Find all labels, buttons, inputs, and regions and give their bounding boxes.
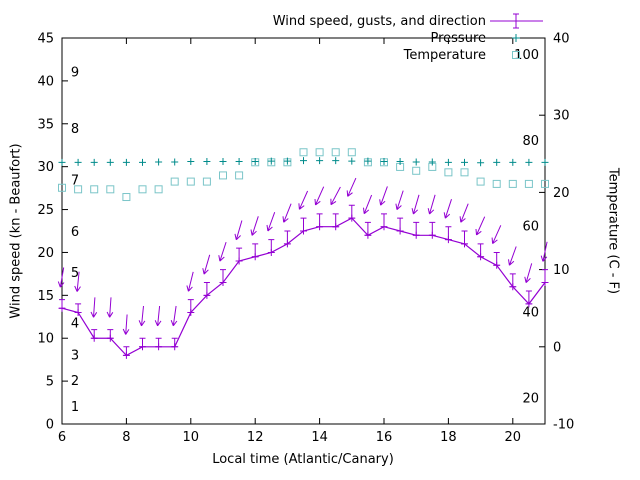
svg-text:1: 1 xyxy=(71,400,79,415)
svg-text:20: 20 xyxy=(505,430,522,445)
svg-text:7: 7 xyxy=(71,173,79,188)
svg-text:16: 16 xyxy=(376,430,393,445)
svg-text:6: 6 xyxy=(71,225,79,240)
pressure-series xyxy=(58,157,549,167)
svg-text:20: 20 xyxy=(553,186,570,201)
svg-text:15: 15 xyxy=(37,289,54,304)
svg-text:25: 25 xyxy=(37,203,54,218)
svg-text:45: 45 xyxy=(37,32,54,47)
legend-label-pressure: Pressure xyxy=(430,31,486,46)
svg-text:8: 8 xyxy=(122,430,130,445)
svg-text:5: 5 xyxy=(71,266,79,281)
svg-text:3: 3 xyxy=(71,348,79,363)
svg-text:80: 80 xyxy=(522,134,539,149)
y-left-axis-title: Wind speed (kn - Beaufort) xyxy=(8,143,24,319)
y-right-axis-title: Temperature (C - F) xyxy=(605,167,621,295)
svg-text:60: 60 xyxy=(522,220,539,235)
svg-text:20: 20 xyxy=(37,246,54,261)
svg-text:40: 40 xyxy=(37,74,54,89)
svg-text:10: 10 xyxy=(37,332,54,347)
wind-direction-arrows xyxy=(57,177,548,335)
plot-border xyxy=(61,37,546,425)
svg-text:6: 6 xyxy=(58,430,66,445)
y-right-ticks: -10 0 10 20 30 40 xyxy=(539,32,574,433)
svg-text:10: 10 xyxy=(553,263,570,278)
svg-text:35: 35 xyxy=(37,117,54,132)
svg-text:0: 0 xyxy=(553,340,561,355)
legend-label-wind: Wind speed, gusts, and direction xyxy=(272,14,486,29)
svg-text:40: 40 xyxy=(553,32,570,47)
svg-text:30: 30 xyxy=(553,109,570,124)
svg-text:100: 100 xyxy=(514,48,539,63)
legend-samples xyxy=(490,13,543,59)
svg-text:10: 10 xyxy=(183,430,200,445)
svg-text:4: 4 xyxy=(71,317,79,332)
svg-text:14: 14 xyxy=(311,430,328,445)
svg-text:0: 0 xyxy=(46,418,54,433)
fahrenheit-scale-labels: 20 40 60 80 100 xyxy=(514,48,539,406)
svg-text:12: 12 xyxy=(247,430,264,445)
svg-text:-10: -10 xyxy=(553,418,574,433)
svg-text:18: 18 xyxy=(440,430,457,445)
x-axis-ticks: 6 8 10 12 14 16 18 20 xyxy=(58,38,521,445)
temperature-series xyxy=(58,148,549,202)
svg-text:20: 20 xyxy=(522,391,539,406)
beaufort-scale-labels: 1 2 3 4 5 6 7 8 9 xyxy=(71,65,79,415)
x-axis-title: Local time (Atlantic/Canary) xyxy=(212,452,394,467)
svg-text:9: 9 xyxy=(71,65,79,80)
svg-text:30: 30 xyxy=(37,160,54,175)
svg-text:8: 8 xyxy=(71,122,79,137)
y-left-ticks: 0 5 10 15 20 25 30 35 40 45 xyxy=(37,32,68,433)
svg-text:5: 5 xyxy=(46,375,54,390)
wind-series xyxy=(58,204,549,359)
svg-text:2: 2 xyxy=(71,374,79,389)
svg-text:40: 40 xyxy=(522,305,539,320)
legend-label-temperature: Temperature xyxy=(403,48,486,63)
